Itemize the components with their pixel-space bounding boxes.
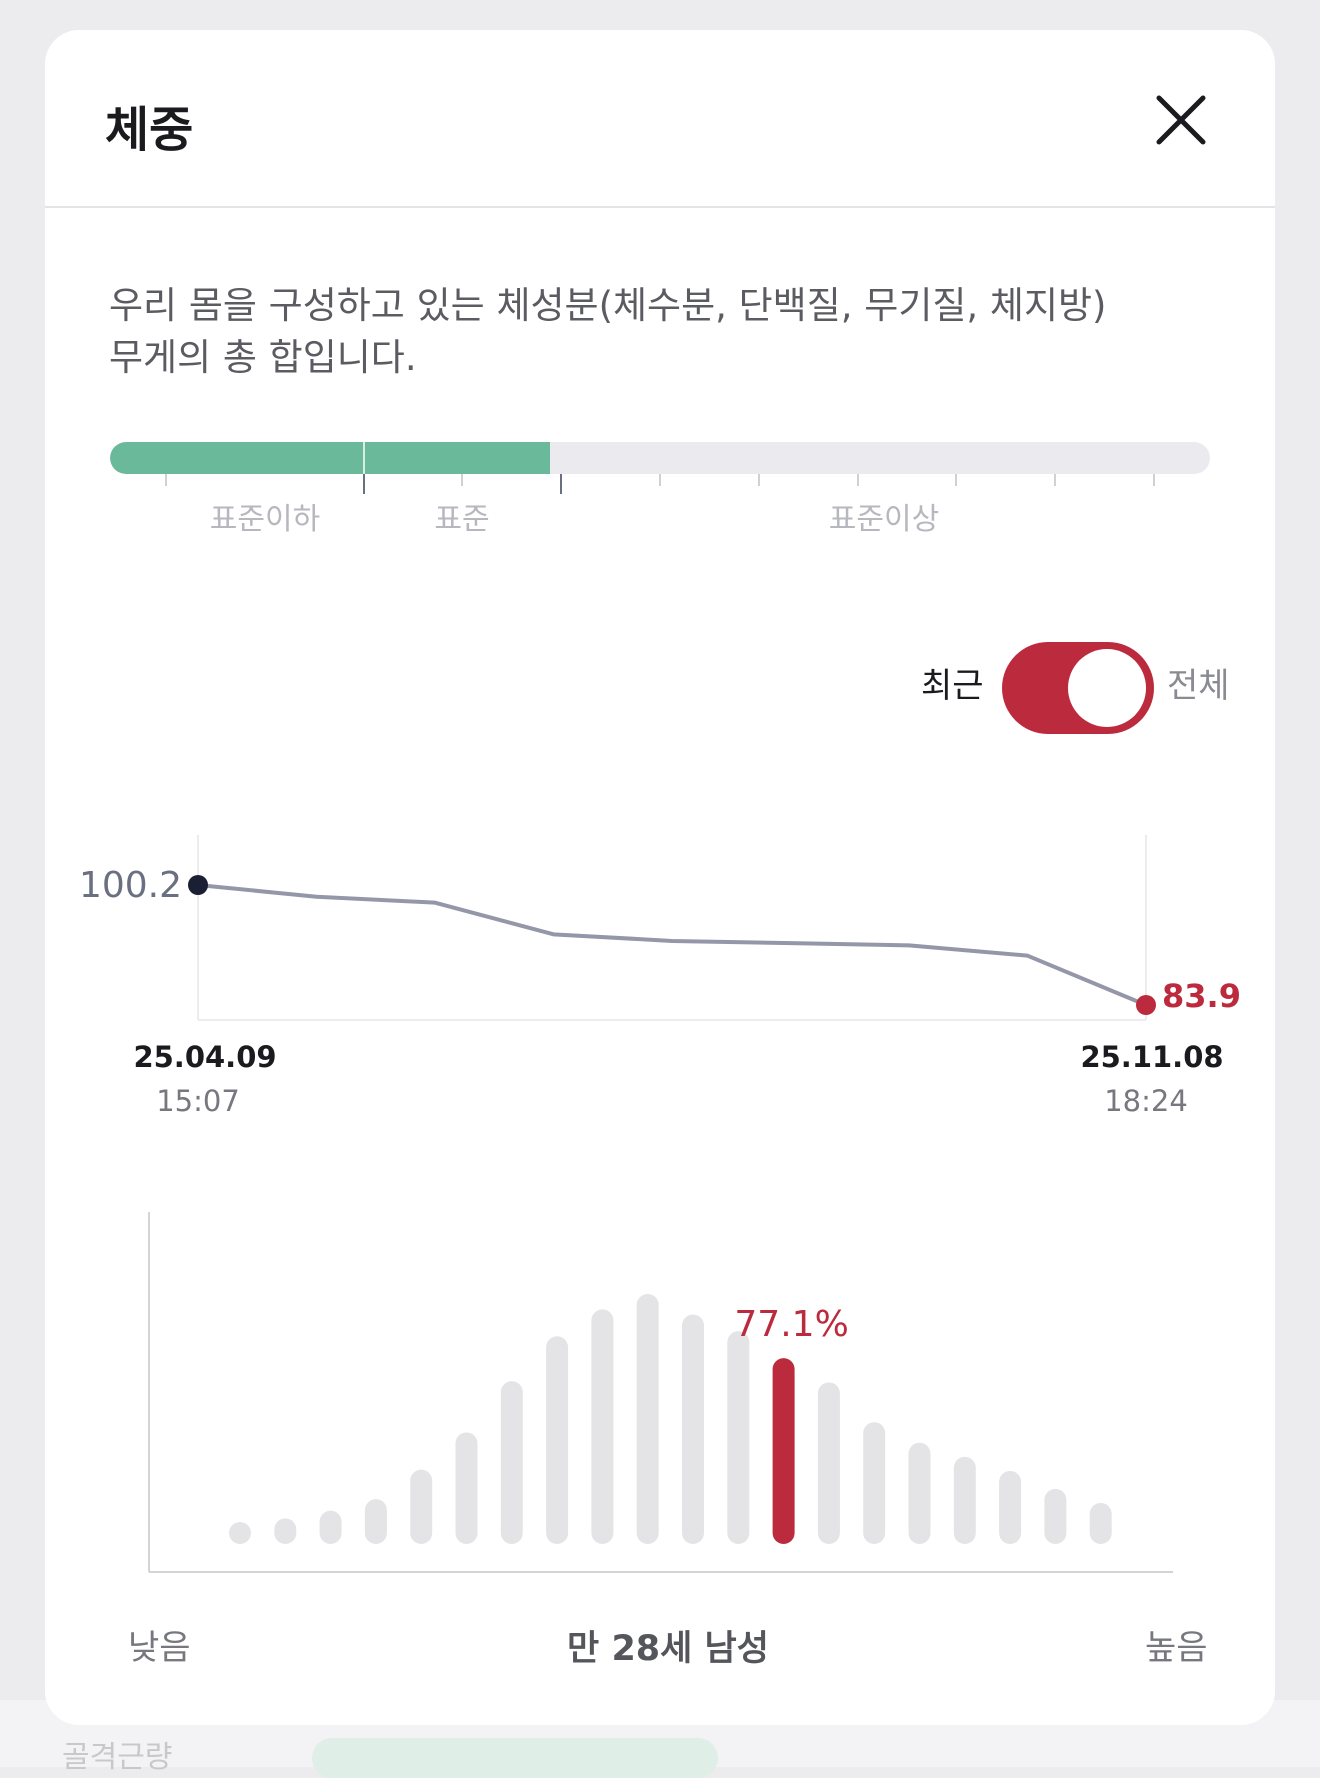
dist-bar bbox=[229, 1522, 251, 1544]
range-tick bbox=[461, 474, 463, 486]
range-track bbox=[110, 442, 1210, 474]
last-value-label: 83.9 bbox=[1162, 977, 1241, 1015]
dist-bar bbox=[953, 1456, 976, 1544]
range-tick bbox=[1153, 474, 1155, 486]
range-label-below: 표준이하 bbox=[209, 502, 321, 537]
dist-label-low: 낮음 bbox=[128, 1628, 191, 1668]
range-separator bbox=[363, 442, 365, 474]
first-value-label: 100.2 bbox=[79, 865, 182, 906]
range-tick bbox=[955, 474, 957, 486]
end-time: 18:24 bbox=[1104, 1084, 1188, 1118]
range-tick-major bbox=[363, 474, 365, 494]
background-bar bbox=[312, 1738, 718, 1778]
start-date: 25.04.09 bbox=[133, 1040, 277, 1074]
dist-bar bbox=[682, 1314, 704, 1544]
weight-dialog: 체중 우리 몸을 구성하고 있는 체성분(체수분, 단백질, 무기질, 체지방)… bbox=[45, 30, 1275, 1725]
dist-bar bbox=[410, 1469, 433, 1544]
description: 우리 몸을 구성하고 있는 체성분(체수분, 단백질, 무기질, 체지방) 무게… bbox=[109, 280, 1209, 384]
weight-line bbox=[197, 883, 1147, 1007]
header-divider bbox=[45, 206, 1275, 208]
dist-bar bbox=[455, 1432, 478, 1544]
dist-bar bbox=[908, 1442, 931, 1544]
start-time: 15:07 bbox=[156, 1084, 240, 1118]
first-point bbox=[188, 875, 208, 895]
background-label: 골격근량 bbox=[62, 1740, 173, 1775]
dist-bar bbox=[727, 1331, 750, 1544]
dist-bar bbox=[636, 1294, 659, 1544]
range-label-standard: 표준 bbox=[434, 502, 490, 537]
range-tick bbox=[165, 474, 167, 486]
dist-bar bbox=[364, 1499, 387, 1544]
dist-bar bbox=[500, 1381, 523, 1544]
dist-bar-highlight bbox=[772, 1358, 795, 1544]
toggle-label-all[interactable]: 전체 bbox=[1167, 666, 1230, 706]
dist-bar bbox=[817, 1382, 840, 1544]
range-tick bbox=[659, 474, 661, 486]
dist-bar bbox=[1044, 1488, 1067, 1544]
close-icon[interactable] bbox=[1153, 92, 1209, 148]
last-point bbox=[1136, 995, 1156, 1015]
period-toggle[interactable] bbox=[1002, 642, 1154, 734]
range-fill bbox=[110, 442, 550, 474]
dist-bar bbox=[999, 1470, 1022, 1544]
description-line-2: 무게의 총 합입니다. bbox=[109, 336, 417, 379]
dist-bar bbox=[591, 1309, 614, 1544]
dialog-title: 체중 bbox=[105, 102, 194, 158]
range-tick-major bbox=[560, 474, 562, 494]
range-tick bbox=[857, 474, 859, 486]
toggle-label-recent[interactable]: 최근 bbox=[921, 666, 984, 706]
toggle-knob bbox=[1068, 649, 1146, 727]
description-line-1: 우리 몸을 구성하고 있는 체성분(체수분, 단백질, 무기질, 체지방) bbox=[109, 284, 1107, 327]
dist-bar bbox=[1089, 1502, 1112, 1544]
range-tick bbox=[1054, 474, 1056, 486]
end-date: 25.11.08 bbox=[1080, 1040, 1224, 1074]
range-tick bbox=[758, 474, 760, 486]
dist-bar bbox=[863, 1422, 886, 1544]
distribution-chart: 77.1% bbox=[148, 1212, 1173, 1573]
range-label-above: 표준이상 bbox=[828, 502, 940, 537]
dist-bar bbox=[319, 1510, 342, 1544]
dist-bar bbox=[546, 1336, 569, 1544]
dist-label-group: 만 28세 남성 bbox=[567, 1629, 769, 1669]
dist-bar bbox=[274, 1518, 297, 1544]
highlight-percentage: 77.1% bbox=[734, 1304, 848, 1345]
dist-label-high: 높음 bbox=[1145, 1628, 1208, 1668]
weight-line-chart: 100.2 83.9 bbox=[79, 835, 1241, 1021]
